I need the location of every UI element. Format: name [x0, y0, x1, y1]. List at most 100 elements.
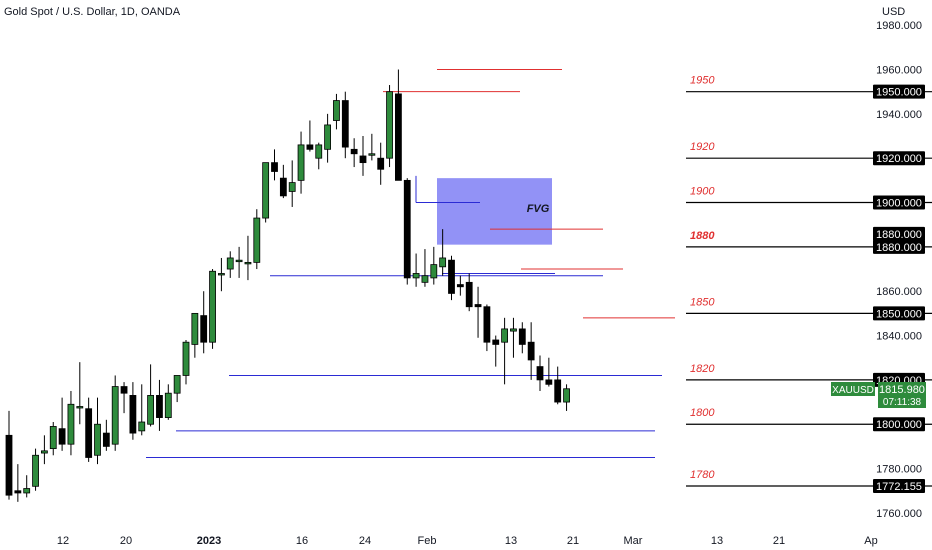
- candle-up: [368, 153, 376, 156]
- candle-down: [483, 306, 491, 343]
- x-tick-label: 21: [567, 535, 579, 547]
- key-level-label: 1820: [690, 363, 715, 375]
- candle-up: [41, 450, 48, 454]
- price-tag: 1880.000: [876, 242, 922, 254]
- candle-down: [5, 434, 13, 496]
- price-tag: 1772.155: [876, 481, 922, 493]
- y-tick-label: 1780.000: [876, 464, 922, 476]
- candle-down: [359, 155, 367, 164]
- x-tick-label: 20: [120, 535, 132, 547]
- price-tag-bg: [873, 417, 925, 432]
- current-price-badge: [878, 382, 926, 408]
- candle-down: [271, 162, 278, 172]
- price-tag-bg: [873, 84, 925, 99]
- candle-down: [518, 328, 526, 345]
- candle-up: [439, 257, 447, 268]
- current-price: 1815.980: [879, 384, 925, 396]
- candle-up: [324, 124, 332, 150]
- candle-down: [465, 281, 473, 308]
- candle-down: [200, 315, 208, 343]
- x-tick-label: Ap: [864, 535, 877, 547]
- candle-down: [350, 148, 358, 155]
- candle-up: [173, 375, 181, 394]
- candle-down: [102, 432, 110, 447]
- candle-down: [129, 395, 137, 434]
- candle-up: [235, 259, 243, 263]
- price-tag: 1880.000: [876, 229, 922, 241]
- candle-up: [182, 341, 190, 376]
- countdown: 07:11:38: [883, 397, 922, 408]
- candle-up: [510, 328, 517, 332]
- y-tick-label: 1960.000: [876, 65, 922, 77]
- x-tick-label: Feb: [418, 535, 437, 547]
- candle-up: [501, 328, 509, 343]
- x-tick-label: 13: [711, 535, 723, 547]
- candle-up: [315, 144, 323, 159]
- candle-down: [156, 395, 163, 418]
- symbol-badge-text: XAUUSD: [832, 385, 874, 396]
- y-tick-label: 1760.000: [876, 508, 922, 520]
- price-tag-bg: [873, 195, 925, 210]
- currency-label: USD: [882, 6, 906, 18]
- symbol-badge: [831, 382, 875, 396]
- candle-down: [545, 379, 553, 385]
- key-level-label: 1880: [690, 230, 715, 242]
- candle-up: [76, 406, 84, 409]
- x-tick-label: 21: [773, 535, 785, 547]
- candle-up: [563, 388, 570, 403]
- candle-down: [527, 341, 535, 361]
- candle-up: [23, 488, 31, 494]
- candle-down: [14, 490, 22, 494]
- candle-up: [94, 423, 101, 456]
- x-tick-label: 12: [57, 535, 69, 547]
- candle-up: [226, 257, 234, 270]
- price-tag: 1950.000: [876, 87, 922, 99]
- x-tick-label: 24: [359, 535, 371, 547]
- key-level-label: 1900: [690, 186, 715, 198]
- candle-up: [297, 144, 305, 181]
- candle-up: [421, 275, 429, 283]
- key-level-label: 1800: [690, 407, 715, 419]
- x-tick-label: 16: [296, 535, 308, 547]
- candle-up: [67, 403, 75, 445]
- candle-up: [209, 270, 216, 343]
- price-tag: 1800.000: [876, 419, 922, 431]
- candle-down: [474, 304, 482, 308]
- candle-up: [288, 182, 296, 192]
- price-tag: 1850.000: [876, 308, 922, 320]
- price-tag-bg: [873, 306, 925, 321]
- candle-up: [262, 162, 270, 219]
- candle-up: [217, 273, 225, 276]
- candle-up: [430, 264, 438, 279]
- fvg-zone: [437, 178, 552, 245]
- price-tag-bg: [873, 151, 925, 166]
- fvg-label: FVG: [527, 203, 550, 215]
- key-level-label: 1850: [690, 296, 715, 308]
- candle-down: [394, 93, 402, 181]
- candle-down: [306, 144, 314, 150]
- candle-up: [111, 386, 119, 445]
- candle-up: [164, 392, 172, 418]
- x-tick-label: Mar: [624, 535, 643, 547]
- x-tick-label: 2023: [197, 535, 221, 547]
- candle-down: [85, 408, 93, 458]
- y-tick-label: 1980.000: [876, 20, 922, 32]
- y-tick-label: 1860.000: [876, 286, 922, 298]
- price-tag: 1900.000: [876, 198, 922, 210]
- price-tag: 1920.000: [876, 153, 922, 165]
- candle-up: [386, 91, 393, 159]
- key-level-label: 1780: [690, 469, 715, 481]
- candle-down: [403, 179, 411, 279]
- key-level-label: 1920: [690, 141, 715, 153]
- candle-down: [58, 428, 66, 445]
- candle-up: [253, 217, 261, 263]
- candle-up: [191, 312, 199, 345]
- candle-down: [377, 157, 385, 170]
- candle-down: [120, 386, 128, 394]
- candle-up: [147, 395, 155, 425]
- chart-title: Gold Spot / U.S. Dollar, 1D, OANDA: [4, 6, 181, 18]
- candle-up: [244, 261, 252, 265]
- candle-up: [138, 421, 146, 432]
